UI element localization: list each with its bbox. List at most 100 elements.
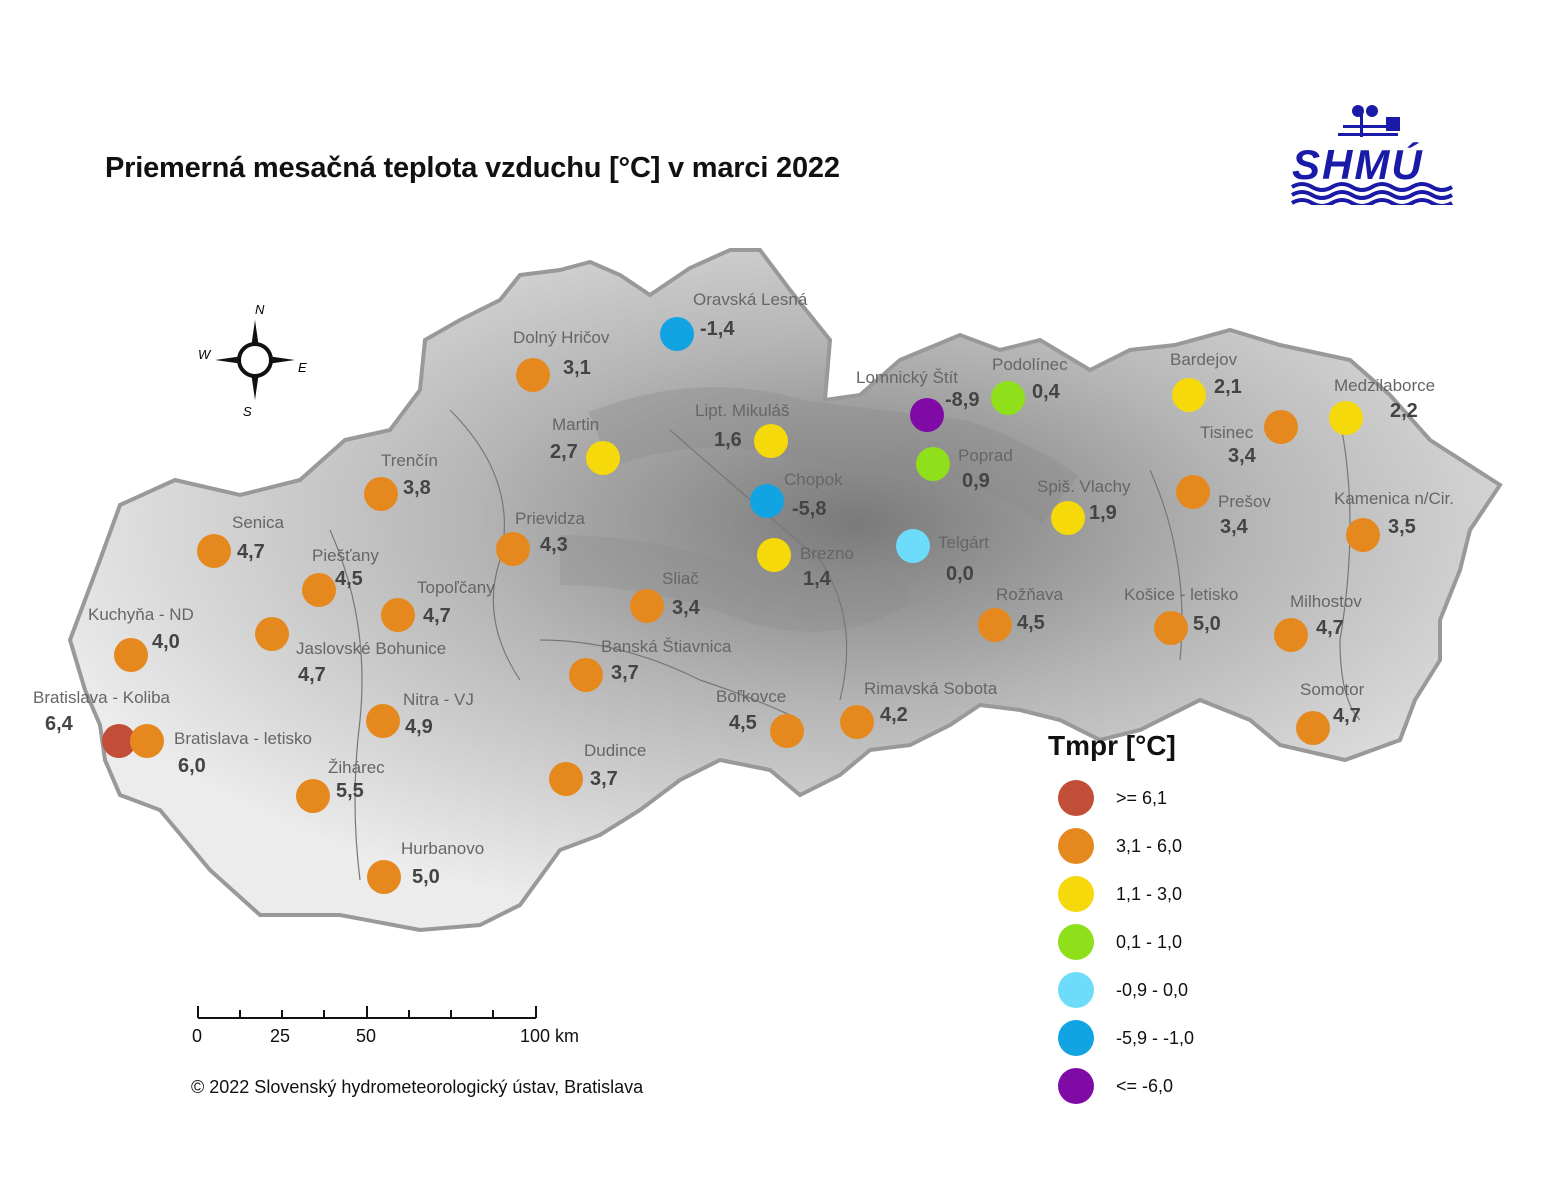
station-name: Tisinec: [1200, 423, 1254, 442]
station: Rožňava 4,5: [978, 585, 1064, 642]
station-name: Podolínec: [992, 355, 1068, 374]
station-name: Somotor: [1300, 680, 1365, 699]
compass-rose-icon: [215, 320, 295, 400]
station-marker: [569, 658, 603, 692]
station-marker: [1296, 711, 1330, 745]
station-marker: [1346, 518, 1380, 552]
station-name: Jaslovské Bohunice: [296, 639, 446, 658]
station-marker: [114, 638, 148, 672]
legend-label: -5,9 - -1,0: [1116, 1028, 1195, 1048]
station-marker: [364, 477, 398, 511]
station-value: 4,2: [880, 704, 908, 726]
mountain-ridge: [588, 387, 1078, 525]
station-marker: [1172, 378, 1206, 412]
station-value: -5,8: [792, 498, 826, 520]
district-border: [669, 429, 848, 701]
station-marker: [1176, 475, 1210, 509]
station-value: 4,7: [237, 541, 265, 563]
legend-label: 1,1 - 3,0: [1116, 884, 1183, 904]
station-name: Rožňava: [996, 585, 1064, 604]
district-border: [539, 639, 801, 721]
station-name: Trenčín: [381, 451, 438, 470]
station: Piešťany 4,5: [302, 546, 379, 607]
legend-label: -0,9 - 0,0: [1116, 980, 1189, 1000]
stations-layer: Oravská Lesná -1,4 Dolný Hričov 3,1 Martin 2,…: [33, 290, 1454, 894]
station-value: 4,7: [1333, 705, 1361, 727]
station-marker: [750, 484, 784, 518]
station: Senica 4,7: [197, 513, 285, 568]
station-marker: [549, 762, 583, 796]
station-marker: [255, 617, 289, 651]
legend-swatch: [1058, 780, 1094, 816]
station: Kamenica n/Cir. 3,5: [1334, 489, 1454, 552]
station-value: -1,4: [700, 318, 735, 340]
station-name: Sliač: [662, 569, 699, 588]
station-name: Spiš. Vlachy: [1037, 477, 1131, 496]
compass-e: E: [298, 360, 307, 375]
station-value: 6,0: [178, 755, 206, 777]
district-border: [329, 529, 363, 881]
station: Telgárt 0,0: [896, 529, 989, 585]
station: Hurbanovo 5,0: [367, 839, 484, 894]
station-name: Chopok: [784, 470, 843, 489]
compass-s: S: [243, 404, 252, 419]
compass-w: W: [198, 347, 211, 362]
station-value: 1,4: [803, 568, 832, 590]
legend-title: Tmpr [°C]: [1048, 730, 1176, 761]
station-value: 3,7: [611, 662, 639, 684]
station-marker: [1264, 410, 1298, 444]
station-marker: [1154, 611, 1188, 645]
station-marker: [896, 529, 930, 563]
scale-bar: [197, 1006, 537, 1019]
station: Dolný Hričov 3,1: [513, 328, 610, 392]
station-name: Košice - letisko: [1124, 585, 1238, 604]
station-name: Bardejov: [1170, 350, 1238, 369]
station-marker: [197, 534, 231, 568]
station-value: 1,6: [714, 429, 742, 451]
scale-label: 0: [192, 1026, 203, 1046]
station-name: Senica: [232, 513, 285, 532]
station-value: 6,4: [45, 713, 74, 735]
station-name: Bratislava - letisko: [174, 729, 312, 748]
station-marker: [1329, 401, 1363, 435]
station-name: Dolný Hričov: [513, 328, 610, 347]
station-marker: [991, 381, 1025, 415]
station-name: Kuchyňa - ND: [88, 605, 194, 624]
legend-label: 3,1 - 6,0: [1116, 836, 1183, 856]
station-value: 2,1: [1214, 376, 1242, 398]
station-value: 3,8: [403, 477, 431, 499]
station-marker: [978, 608, 1012, 642]
station: Lipt. Mikuláš 1,6: [695, 401, 789, 458]
station: Prievidza 4,3: [496, 509, 585, 566]
station: Banská Štiavnica 3,7: [569, 637, 732, 692]
station-marker: [381, 598, 415, 632]
station-marker: [840, 705, 874, 739]
station-value: 0,9: [962, 470, 990, 492]
legend-label: >= 6,1: [1116, 788, 1168, 808]
station-marker: [496, 532, 530, 566]
station: Milhostov 4,7: [1274, 592, 1362, 652]
station-marker: [586, 441, 620, 475]
scale-label: 100 km: [520, 1026, 580, 1046]
station: Nitra - VJ 4,9: [366, 690, 474, 738]
legend-swatch: [1058, 876, 1094, 912]
station-marker: [770, 714, 804, 748]
station-value: 3,5: [1388, 516, 1416, 538]
station-value: 4,7: [1316, 617, 1344, 639]
station: Rimavská Sobota 4,2: [840, 679, 998, 739]
legend-swatch: [1058, 1020, 1094, 1056]
station-name: Prievidza: [515, 509, 585, 528]
map-title: Priemerná mesačná teplota vzduchu [°C] v…: [105, 152, 840, 184]
station-value: 2,7: [550, 441, 578, 463]
station-value: 4,3: [540, 534, 568, 556]
station-marker: [630, 589, 664, 623]
station-name: Telgárt: [938, 533, 989, 552]
station: Topoľčany 4,7: [381, 578, 495, 632]
station-name: Kamenica n/Cir.: [1334, 489, 1454, 508]
station-value: 0,4: [1032, 381, 1061, 403]
station: Kuchyňa - ND 4,0: [88, 605, 194, 672]
station: Lomnický Štít -8,9: [856, 368, 979, 432]
station: Brezno 1,4: [757, 538, 854, 590]
country-border: [67, 248, 1503, 933]
station-marker: [1051, 501, 1085, 535]
